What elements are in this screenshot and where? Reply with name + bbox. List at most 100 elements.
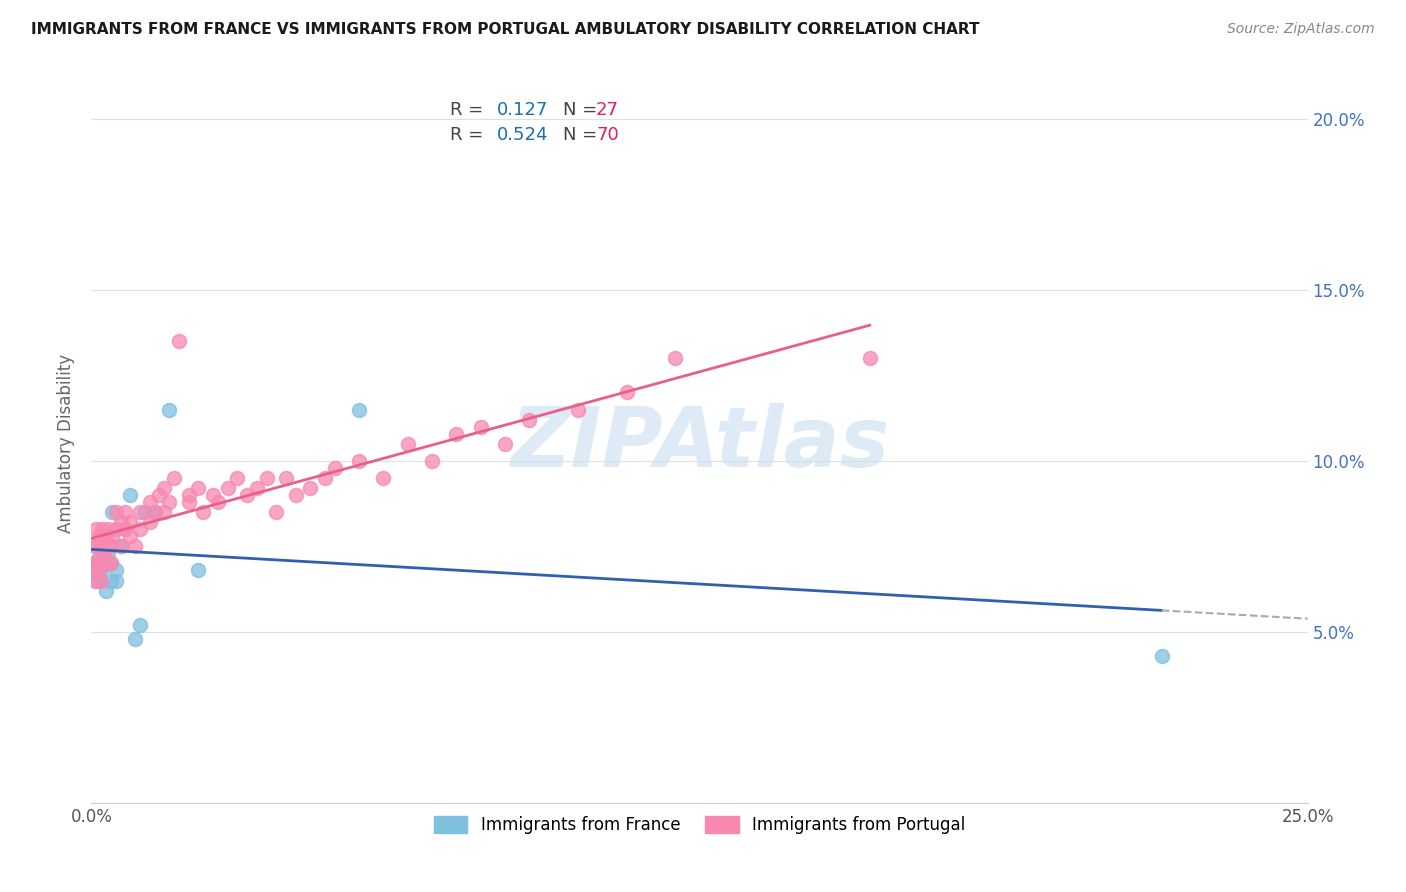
Point bbox=[148, 488, 170, 502]
Point bbox=[83, 563, 105, 577]
Point bbox=[94, 557, 117, 571]
Point bbox=[94, 583, 117, 598]
Point bbox=[114, 522, 136, 536]
Point bbox=[110, 539, 132, 553]
Text: Source: ZipAtlas.com: Source: ZipAtlas.com bbox=[1227, 22, 1375, 37]
Point bbox=[84, 574, 107, 588]
Point bbox=[104, 522, 127, 536]
Point bbox=[87, 563, 110, 577]
Point bbox=[86, 557, 108, 571]
Point bbox=[153, 481, 176, 495]
Point bbox=[616, 385, 638, 400]
Point bbox=[120, 529, 142, 543]
Point bbox=[90, 563, 112, 577]
Text: IMMIGRANTS FROM FRANCE VS IMMIGRANTS FROM PORTUGAL AMBULATORY DISABILITY CORRELA: IMMIGRANTS FROM FRANCE VS IMMIGRANTS FRO… bbox=[31, 22, 980, 37]
Point bbox=[114, 505, 136, 519]
Point bbox=[101, 529, 124, 543]
Point bbox=[373, 471, 395, 485]
Point bbox=[396, 436, 419, 450]
Point bbox=[299, 481, 322, 495]
Point bbox=[859, 351, 882, 366]
Point bbox=[256, 471, 278, 485]
Point bbox=[100, 557, 122, 571]
Point bbox=[517, 413, 540, 427]
Point bbox=[84, 563, 107, 577]
Point bbox=[97, 522, 120, 536]
Point bbox=[420, 454, 443, 468]
Text: N =: N = bbox=[564, 127, 603, 145]
Point bbox=[94, 557, 117, 571]
Text: N =: N = bbox=[564, 101, 603, 119]
Point bbox=[104, 574, 127, 588]
Point bbox=[87, 529, 110, 543]
Point bbox=[444, 426, 467, 441]
Point bbox=[470, 419, 492, 434]
Point bbox=[87, 549, 110, 564]
Point bbox=[104, 563, 127, 577]
Point bbox=[207, 495, 229, 509]
Point bbox=[104, 505, 127, 519]
Point bbox=[100, 539, 122, 553]
Point bbox=[100, 574, 122, 588]
Point bbox=[347, 402, 370, 417]
Text: 27: 27 bbox=[596, 101, 619, 119]
Point bbox=[664, 351, 686, 366]
Point bbox=[202, 488, 225, 502]
Point bbox=[217, 481, 239, 495]
Point bbox=[567, 402, 589, 417]
Point bbox=[157, 495, 180, 509]
Point bbox=[139, 495, 162, 509]
Text: 0.524: 0.524 bbox=[496, 127, 548, 145]
Point bbox=[96, 539, 118, 553]
Point bbox=[157, 402, 180, 417]
Point bbox=[114, 522, 136, 536]
Point bbox=[193, 505, 215, 519]
Point bbox=[347, 454, 370, 468]
Point bbox=[100, 557, 122, 571]
Point bbox=[94, 529, 117, 543]
Point bbox=[129, 522, 152, 536]
Point bbox=[167, 334, 190, 348]
Point bbox=[284, 488, 307, 502]
Point bbox=[134, 505, 156, 519]
Point bbox=[129, 505, 152, 519]
Point bbox=[177, 495, 200, 509]
Text: 0.127: 0.127 bbox=[496, 101, 548, 119]
Text: ZIPAtlas: ZIPAtlas bbox=[510, 403, 889, 484]
Point bbox=[93, 546, 115, 560]
Point bbox=[139, 516, 162, 530]
Point bbox=[90, 574, 112, 588]
Point bbox=[494, 436, 516, 450]
Text: 70: 70 bbox=[596, 127, 619, 145]
Point bbox=[93, 557, 115, 571]
Point bbox=[84, 522, 107, 536]
Point bbox=[84, 574, 107, 588]
Point bbox=[153, 505, 176, 519]
Point bbox=[1150, 648, 1173, 663]
Point bbox=[110, 539, 132, 553]
Point bbox=[91, 522, 114, 536]
Point bbox=[129, 618, 152, 632]
Point bbox=[187, 481, 209, 495]
Legend: Immigrants from France, Immigrants from Portugal: Immigrants from France, Immigrants from … bbox=[427, 810, 972, 841]
Point bbox=[163, 471, 186, 485]
Point bbox=[110, 516, 132, 530]
Point bbox=[124, 539, 146, 553]
Point bbox=[143, 505, 166, 519]
Point bbox=[90, 539, 112, 553]
Point bbox=[91, 539, 114, 553]
Point bbox=[120, 488, 142, 502]
Point bbox=[187, 563, 209, 577]
Point bbox=[314, 471, 336, 485]
Point bbox=[97, 546, 120, 560]
Point bbox=[84, 539, 107, 553]
Point bbox=[246, 481, 269, 495]
Text: R =: R = bbox=[450, 101, 489, 119]
Point bbox=[101, 505, 124, 519]
Point bbox=[177, 488, 200, 502]
Point bbox=[89, 549, 111, 564]
Point bbox=[274, 471, 297, 485]
Point bbox=[86, 539, 108, 553]
Point bbox=[236, 488, 259, 502]
Point bbox=[83, 557, 105, 571]
